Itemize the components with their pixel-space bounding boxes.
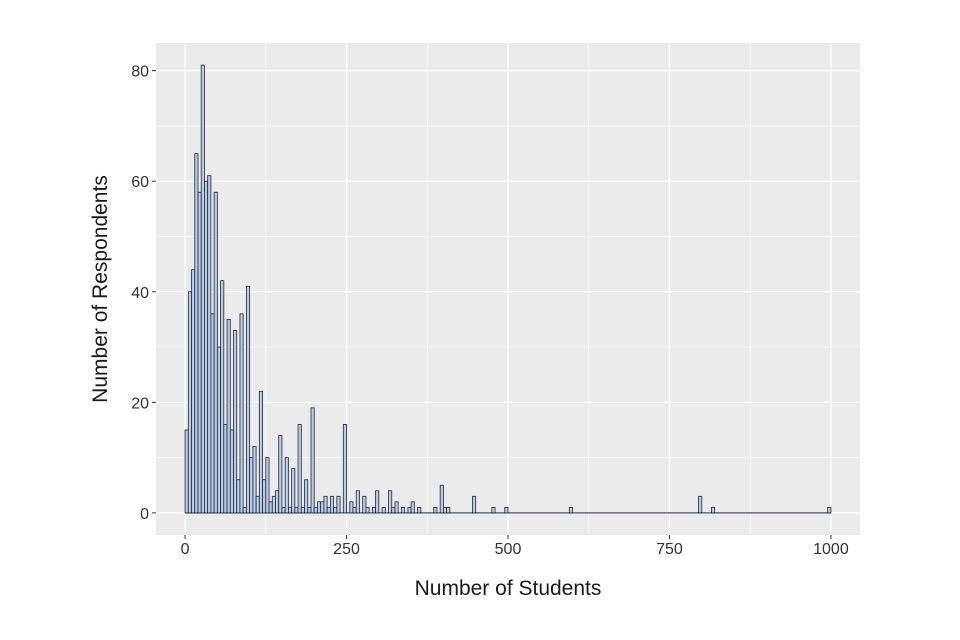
histogram-bar xyxy=(472,495,477,514)
histogram-bar xyxy=(365,506,370,514)
histogram-bar xyxy=(317,501,322,514)
histogram-bar xyxy=(313,506,318,514)
histogram-bar xyxy=(265,457,270,514)
histogram-bar xyxy=(216,346,221,514)
histogram-bar xyxy=(210,313,215,514)
histogram-bar xyxy=(204,180,209,514)
histogram-bar xyxy=(304,479,309,514)
x-axis-title: Number of Students xyxy=(415,577,602,600)
histogram-bar xyxy=(336,495,341,514)
x-tick-label: 500 xyxy=(495,541,522,558)
histogram-bar xyxy=(242,506,247,514)
histogram-bar xyxy=(827,506,832,514)
histogram-bar xyxy=(213,191,218,514)
histogram-bar xyxy=(258,390,263,514)
y-tick-label: 40 xyxy=(131,285,149,302)
histogram-bar xyxy=(223,424,228,514)
histogram-bar xyxy=(407,506,412,514)
y-axis-ticks: 0 20 40 60 80 xyxy=(131,64,156,523)
histogram-bar xyxy=(291,468,296,514)
histogram-bar xyxy=(239,313,244,514)
histogram-bar xyxy=(371,506,376,514)
histogram-bar xyxy=(229,429,234,514)
histogram-bar xyxy=(410,501,415,514)
histogram-bar xyxy=(220,280,225,514)
histogram-bar xyxy=(342,424,347,514)
histogram-bar xyxy=(307,506,312,514)
histogram-bar xyxy=(249,457,254,514)
y-tick-label: 0 xyxy=(140,506,149,523)
histogram-bar xyxy=(197,191,202,514)
histogram-bar xyxy=(568,506,573,514)
histogram-bar xyxy=(355,490,360,514)
histogram-bar xyxy=(288,506,293,514)
histogram-bar xyxy=(349,501,354,514)
histogram-bar xyxy=(504,506,509,514)
x-axis-ticks: 0 250 500 750 1000 xyxy=(181,535,849,558)
histogram-bar xyxy=(184,429,189,514)
histogram-bar xyxy=(252,446,257,514)
histogram-bar xyxy=(246,285,251,514)
y-tick-label: 20 xyxy=(131,395,149,412)
histogram-bar xyxy=(381,506,386,514)
y-tick-label: 60 xyxy=(131,174,149,191)
histogram-bar xyxy=(294,506,299,514)
y-tick-label: 80 xyxy=(131,64,149,81)
x-tick-label: 0 xyxy=(181,541,190,558)
histogram-bar xyxy=(401,506,406,514)
histogram-bar xyxy=(352,506,357,514)
x-tick-label: 1000 xyxy=(813,541,849,558)
histogram-bar xyxy=(275,490,280,514)
histogram-bar xyxy=(439,484,444,514)
histogram-bar xyxy=(362,495,367,514)
histogram-bar xyxy=(326,506,331,514)
histogram-bar xyxy=(236,479,241,514)
histogram-bar xyxy=(310,407,315,514)
histogram-bar xyxy=(200,64,205,514)
histogram-bar xyxy=(333,506,338,514)
histogram-bar xyxy=(320,501,325,514)
histogram-bar xyxy=(226,319,231,514)
histogram-bar xyxy=(278,435,283,514)
histogram-bar xyxy=(262,479,267,514)
histogram-bar xyxy=(433,506,438,514)
histogram-bar xyxy=(391,506,396,514)
histogram-bar xyxy=(323,495,328,514)
histogram-bar xyxy=(394,501,399,514)
histogram-bar xyxy=(194,153,199,514)
histogram-bar xyxy=(271,495,276,514)
x-tick-label: 750 xyxy=(656,541,683,558)
histogram-bar xyxy=(698,495,703,514)
histogram-bars xyxy=(184,64,832,514)
histogram-bar xyxy=(375,490,380,514)
histogram-bar xyxy=(491,506,496,514)
histogram-bar xyxy=(417,506,422,514)
x-tick-label: 250 xyxy=(333,541,360,558)
histogram-bar xyxy=(281,506,286,514)
histogram-bar xyxy=(191,269,196,514)
histogram-bar xyxy=(187,291,192,514)
histogram-bar xyxy=(284,457,289,514)
histogram-bar xyxy=(300,506,305,514)
y-axis-title: Number of Respondents xyxy=(89,175,112,403)
histogram-bar xyxy=(388,490,393,514)
histogram-bar xyxy=(446,506,451,514)
histogram-bar xyxy=(268,501,273,514)
histogram-bar xyxy=(297,424,302,514)
histogram-bar xyxy=(443,506,448,514)
histogram-bar xyxy=(233,330,238,514)
histogram-bar xyxy=(711,506,716,514)
histogram-bar xyxy=(207,175,212,514)
histogram-bar xyxy=(255,495,260,514)
histogram-bar xyxy=(329,495,335,514)
